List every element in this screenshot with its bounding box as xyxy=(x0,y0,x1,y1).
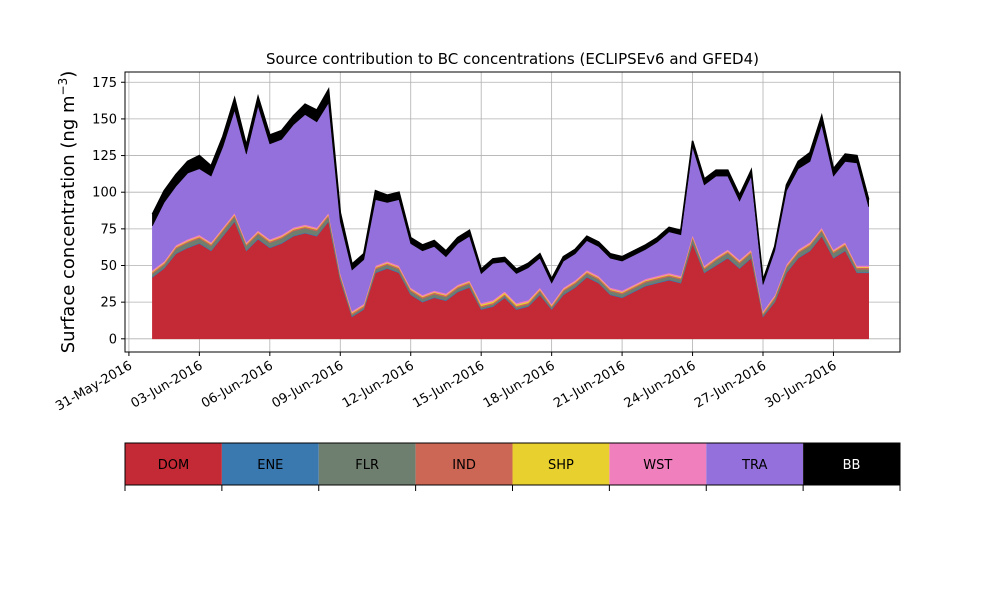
x-tick-label: 27-Jun-2016 xyxy=(692,358,769,411)
legend-swatch-wst xyxy=(609,443,707,485)
legend-label-ind: IND xyxy=(452,458,476,473)
x-tick-label: 21-Jun-2016 xyxy=(551,358,628,411)
x-tick-label: 31-May-2016 xyxy=(53,358,135,414)
legend-label-wst: WST xyxy=(643,458,672,473)
y-tick-label: 175 xyxy=(92,76,117,91)
legend-label-ene: ENE xyxy=(257,458,283,473)
y-tick-label: 100 xyxy=(92,186,117,201)
legend-swatch-ene xyxy=(221,443,319,485)
legend-label-tra: TRA xyxy=(741,458,767,473)
x-tick-label: 12-Jun-2016 xyxy=(340,358,417,411)
legend-label-shp: SHP xyxy=(548,458,574,473)
y-tick-label: 0 xyxy=(109,332,117,347)
x-tick-label: 15-Jun-2016 xyxy=(410,358,487,411)
y-tick-label: 50 xyxy=(100,259,117,274)
legend-swatch-shp xyxy=(512,443,610,485)
y-tick-label: 150 xyxy=(92,112,117,127)
x-tick-label: 09-Jun-2016 xyxy=(269,358,346,411)
legend-swatch-ind xyxy=(415,443,513,485)
y-tick-label: 75 xyxy=(100,222,117,237)
legend-swatch-dom xyxy=(125,443,222,485)
total-line xyxy=(151,87,870,281)
y-axis-label-group: Surface concentration (ng m−3) xyxy=(56,71,79,354)
legend-swatch-tra xyxy=(706,443,804,485)
legend-label-bb: BB xyxy=(843,458,861,473)
legend-label-dom: DOM xyxy=(158,458,189,473)
plot-area: 0 25 50 75 100 125 150 175 31-May-201603-Jun-201… xyxy=(53,71,901,414)
axes-frame xyxy=(124,71,901,353)
legend-label-flr: FLR xyxy=(355,458,379,473)
legend: DOM ENE FLR IND SHP WST TRA BB xyxy=(124,442,901,491)
x-tick-label: 30-Jun-2016 xyxy=(763,358,840,411)
y-axis-label: Surface concentration (ng m−3) xyxy=(56,71,79,354)
y-tick-label: 125 xyxy=(92,149,117,164)
legend-swatch-bb xyxy=(803,443,900,485)
x-tick-label: 18-Jun-2016 xyxy=(481,358,558,411)
legend-swatch-flr xyxy=(318,443,416,485)
y-tick-label: 25 xyxy=(100,296,117,311)
x-tick-label: 24-Jun-2016 xyxy=(622,358,699,411)
chart-title: Source contribution to BC concentrations… xyxy=(266,50,759,68)
x-tick-label: 06-Jun-2016 xyxy=(199,358,276,411)
x-tick-label: 03-Jun-2016 xyxy=(129,358,206,411)
